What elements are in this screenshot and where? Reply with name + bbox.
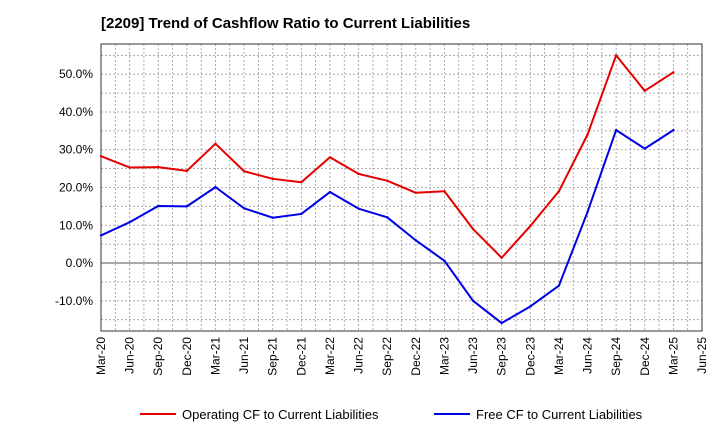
data-point	[99, 154, 103, 158]
data-point	[529, 224, 532, 228]
x-tick-label: Dec-23	[523, 337, 537, 376]
plot-border	[100, 43, 703, 332]
x-tick-label: Dec-20	[180, 337, 194, 376]
data-point	[357, 172, 360, 176]
data-point	[586, 210, 589, 214]
x-tick-label: Dec-21	[294, 337, 308, 376]
x-tick-label: Dec-22	[409, 337, 423, 376]
data-point	[672, 71, 675, 74]
data-point	[385, 179, 389, 182]
grid-lines	[101, 44, 702, 331]
data-point	[500, 321, 503, 325]
series-line-free-cf	[100, 129, 674, 325]
data-point	[128, 166, 131, 169]
data-point	[500, 256, 503, 259]
data-point	[214, 185, 217, 189]
data-point	[557, 190, 561, 193]
legend-label: Operating CF to Current Liabilities	[182, 407, 379, 422]
data-point	[128, 221, 131, 224]
x-tick-label: Mar-23	[437, 337, 451, 375]
x-tick-label: Jun-23	[466, 337, 480, 374]
data-point	[414, 191, 418, 194]
x-tick-label: Sep-22	[380, 337, 394, 376]
data-point	[586, 133, 589, 136]
data-point	[471, 227, 475, 231]
x-tick-label: Mar-20	[94, 337, 108, 375]
data-point	[614, 128, 618, 132]
data-point	[271, 177, 274, 181]
series-lines	[99, 54, 675, 325]
data-point	[271, 216, 274, 219]
x-tick-label: Mar-21	[208, 337, 222, 375]
plot-frame	[100, 43, 703, 332]
x-tick-label: Sep-23	[495, 337, 509, 376]
data-point	[328, 156, 332, 159]
x-tick-label: Jun-22	[352, 337, 366, 374]
data-point	[300, 181, 303, 184]
data-point	[557, 284, 561, 287]
data-point	[157, 165, 160, 169]
x-axis-ticks: Mar-20 Jun-20 Sep-20 Dec-20 Mar-21 Jun-21 Sep-…	[94, 337, 709, 376]
data-point	[242, 170, 246, 173]
legend: Operating CF to Current Liabilities Free …	[140, 407, 643, 422]
x-tick-label: Mar-22	[323, 337, 337, 375]
data-point	[99, 234, 103, 237]
data-point	[214, 142, 217, 145]
x-tick-label: Dec-24	[638, 337, 652, 376]
x-tick-label: Jun-21	[237, 337, 251, 374]
data-point	[529, 305, 532, 308]
data-point	[471, 299, 475, 302]
data-point	[185, 169, 189, 173]
x-tick-label: Mar-25	[666, 337, 680, 375]
data-point	[643, 89, 646, 93]
x-tick-label: Jun-24	[581, 337, 595, 374]
chart-title: [2209] Trend of Cashflow Ratio to Curren…	[101, 15, 471, 32]
data-point	[157, 204, 160, 208]
legend-label: Free CF to Current Liabilities	[476, 407, 643, 422]
data-point	[414, 239, 418, 242]
data-point	[443, 190, 446, 193]
data-point	[185, 205, 189, 208]
x-tick-label: Sep-24	[609, 337, 623, 376]
data-point	[643, 147, 646, 150]
y-tick-label: 50.0%	[59, 67, 93, 81]
y-tick-label: 0.0%	[66, 256, 94, 270]
data-point	[443, 259, 446, 262]
x-tick-label: Mar-24	[552, 337, 566, 375]
data-point	[328, 190, 332, 194]
y-tick-label: 40.0%	[59, 105, 93, 119]
data-point	[242, 207, 246, 210]
y-axis-ticks: -10.0% 0.0% 10.0% 20.0% 30.0% 40.0% 50.0%	[55, 67, 93, 308]
x-tick-label: Sep-20	[151, 337, 165, 376]
y-tick-label: -10.0%	[55, 294, 93, 308]
y-tick-label: 20.0%	[59, 181, 93, 195]
x-tick-label: Jun-25	[695, 337, 709, 374]
data-point	[614, 54, 618, 57]
x-tick-label: Jun-20	[123, 337, 137, 374]
y-tick-label: 30.0%	[59, 143, 93, 157]
data-point	[672, 128, 675, 132]
data-point	[385, 216, 389, 219]
data-point	[357, 207, 360, 210]
x-tick-label: Sep-21	[266, 337, 280, 376]
y-tick-label: 10.0%	[59, 218, 93, 232]
data-point	[300, 212, 303, 216]
